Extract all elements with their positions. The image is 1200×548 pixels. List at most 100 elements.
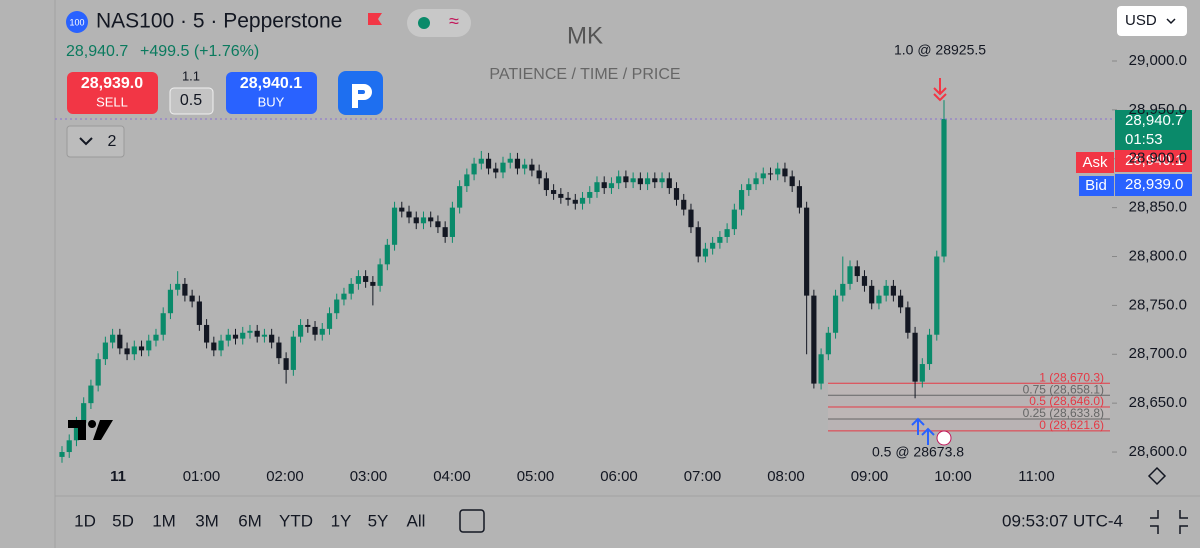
x-tick-label: 11 <box>110 468 126 485</box>
candle-body <box>464 174 470 187</box>
quantity-box[interactable] <box>169 87 214 115</box>
fib-label: 0.75 (28,658.1) <box>1023 382 1104 396</box>
fib-label: 0 (28,621.6) <box>1039 418 1104 432</box>
candle-body <box>941 118 947 257</box>
indicator-count: 2 <box>108 133 117 150</box>
range-button[interactable]: 1M <box>152 511 176 530</box>
candle-body <box>73 422 80 441</box>
candle-body <box>355 276 362 284</box>
range-button[interactable]: 3M <box>195 511 219 530</box>
candle-body <box>341 293 347 300</box>
range-button[interactable]: 1D <box>74 511 96 530</box>
y-tick-label: 28,650.0 <box>1129 394 1187 411</box>
last-price-tag-value: 28,940.7 <box>1125 112 1183 129</box>
footer: 1D 5D 1M 3M 6M YTD 1Y 5Y All <box>74 511 425 530</box>
candle-body <box>500 162 506 173</box>
candle-body <box>384 244 390 265</box>
indicators-toggle[interactable] <box>66 125 125 158</box>
candle-body <box>478 158 484 164</box>
x-tick-label: 07:00 <box>684 468 722 485</box>
candle-body <box>579 197 586 204</box>
y-tick-label: 28,700.0 <box>1129 345 1187 362</box>
x-tick-label: 04:00 <box>433 468 471 485</box>
candle-body <box>890 285 896 296</box>
candle-body <box>522 164 528 169</box>
range-button[interactable]: All <box>407 511 426 530</box>
candle-body <box>912 332 918 382</box>
bid-label: Bid <box>1085 177 1107 194</box>
y-tick-label: 28,850.0 <box>1129 199 1187 216</box>
buy-price: 28,940.1 <box>240 75 302 92</box>
buy-button[interactable] <box>226 72 317 114</box>
candle-body <box>269 334 275 343</box>
ask-tag <box>1076 152 1114 173</box>
candle-body <box>869 285 875 304</box>
candle-body <box>688 209 694 228</box>
candle-body <box>110 334 116 343</box>
candle-body <box>59 452 65 457</box>
candle-body <box>861 276 868 286</box>
x-tick-label: 02:00 <box>266 468 304 485</box>
candle-body <box>240 332 246 339</box>
candle-body <box>847 266 853 284</box>
range-button[interactable]: 6M <box>238 511 262 530</box>
candle-body <box>825 332 831 355</box>
candle-body <box>377 264 383 286</box>
watermark-title: MK <box>567 22 603 49</box>
candle-body <box>710 242 716 249</box>
y-tick-label: 28,750.0 <box>1129 296 1187 313</box>
sell-button[interactable] <box>67 72 158 114</box>
candle-body <box>796 186 803 208</box>
broker-logo-glyph <box>352 84 372 108</box>
symbol[interactable]: NAS100 · 5 · Pepperstone <box>96 10 342 33</box>
candle-body <box>493 168 499 173</box>
candle-body <box>543 178 549 191</box>
candle-body <box>702 248 709 257</box>
candle-body <box>536 170 542 179</box>
candle-body <box>673 188 680 200</box>
y-tick-label: 28,900.0 <box>1129 150 1187 167</box>
fib-band <box>828 383 1110 396</box>
fib-band <box>828 395 1110 408</box>
candle-body <box>225 334 231 341</box>
range-button[interactable]: 5Y <box>368 511 389 530</box>
range-button[interactable]: YTD <box>279 511 313 530</box>
x-tick-label: 01:00 <box>183 468 221 485</box>
watermark-subtitle: PATIENCE / TIME / PRICE <box>489 66 680 83</box>
symbol-badge <box>66 11 88 33</box>
candle-body <box>905 307 911 333</box>
candle-body <box>832 295 839 333</box>
candle-body <box>182 283 188 296</box>
broker-logo[interactable] <box>338 71 383 115</box>
y-tick-label: 29,000.0 <box>1129 52 1187 69</box>
candle-body <box>616 176 622 184</box>
settings-icon[interactable] <box>1147 466 1167 486</box>
flag[interactable] <box>368 13 382 25</box>
event-icon[interactable] <box>936 430 952 446</box>
status-pill[interactable] <box>407 9 471 37</box>
y-tick-label: 28,950.0 <box>1129 101 1187 118</box>
badge-text: 100 <box>69 17 84 27</box>
candle-body <box>601 182 607 189</box>
candle-body <box>558 193 564 198</box>
range-button[interactable]: 1Y <box>331 511 352 530</box>
fullscreen-icon[interactable] <box>1150 510 1188 534</box>
date-range-icon[interactable] <box>459 509 485 533</box>
candle-body <box>804 207 810 296</box>
candle-body <box>435 221 441 228</box>
candle-body <box>738 190 745 210</box>
bid-price: 28,939.0 <box>1125 176 1183 193</box>
candle-body <box>203 324 210 343</box>
candle-body <box>117 334 123 349</box>
countdown: 01:53 <box>1125 131 1163 148</box>
candle-body <box>391 207 398 245</box>
currency-select[interactable] <box>1117 6 1187 36</box>
candle-body <box>95 359 101 386</box>
range-button[interactable]: 5D <box>112 511 134 530</box>
candle-body <box>167 289 174 314</box>
candle-body <box>644 178 651 185</box>
candle-body <box>637 178 643 185</box>
candle-body <box>471 163 477 175</box>
candle-body <box>138 346 145 351</box>
